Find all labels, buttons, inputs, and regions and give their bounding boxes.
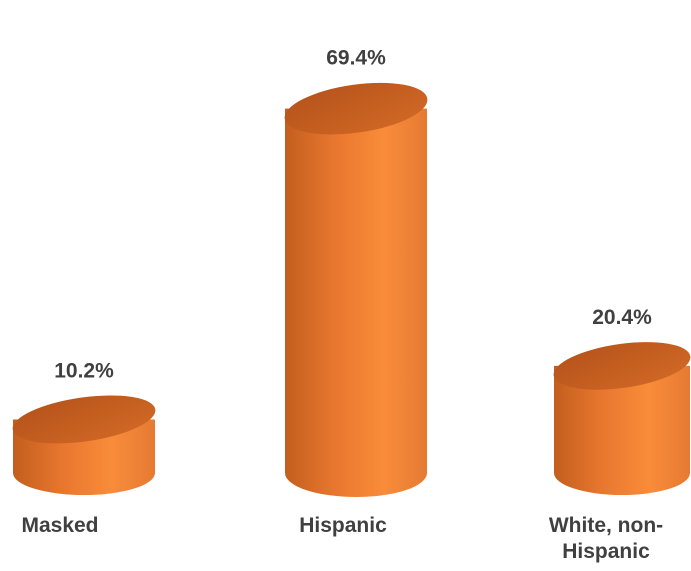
data-label-white-non-hispanic: 20.4%: [592, 306, 652, 329]
data-label-masked: 10.2%: [54, 359, 114, 382]
data-label-hispanic: 69.4%: [326, 47, 386, 70]
bar-hispanic: 69.4%: [284, 47, 428, 498]
bar-masked: 10.2%: [12, 359, 156, 495]
bar-body-hispanic: [285, 108, 427, 498]
bar-top-white-non-hispanic: [553, 342, 691, 390]
bar-top-hispanic: [284, 82, 428, 135]
bar-top-masked: [12, 395, 156, 444]
bar-body-white-non-hispanic: [554, 365, 690, 495]
category-label-white-non-hispanic: White, non- Hispanic: [548, 514, 664, 563]
bar-white-non-hispanic: 20.4%: [553, 306, 691, 495]
category-label-masked: Masked: [21, 514, 99, 537]
category-label-hispanic: Hispanic: [299, 514, 387, 537]
